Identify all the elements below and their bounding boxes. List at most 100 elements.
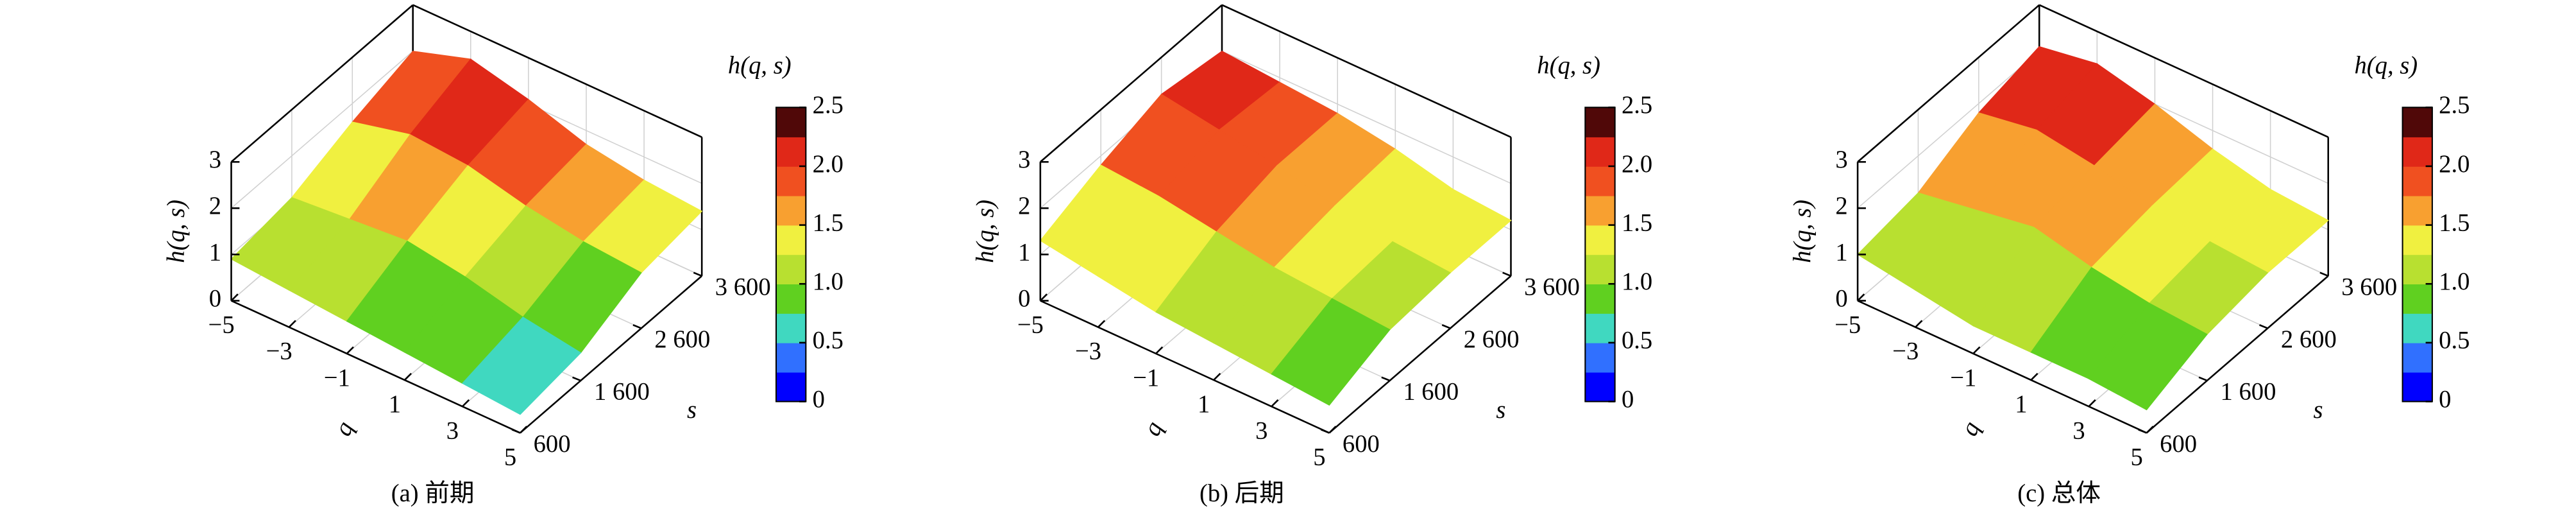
colorbar-segment <box>776 254 806 285</box>
box-edge <box>1040 4 1223 163</box>
tick-mark <box>520 426 528 434</box>
colorbar-tick-label: 2.0 <box>813 151 843 178</box>
tick-mark <box>511 429 521 434</box>
tick-mark <box>1271 399 1279 408</box>
colorbar-tick-label: 1.5 <box>1622 209 1652 236</box>
x-axis-label: q <box>1139 417 1168 440</box>
colorbar-segment <box>2402 342 2432 373</box>
tick-mark <box>693 272 702 277</box>
colorbar-segment <box>776 195 806 226</box>
colorbar-segment <box>2402 137 2432 167</box>
surface-cell <box>2088 302 2208 411</box>
x-tick-label: −5 <box>1017 312 1044 339</box>
box-edge <box>230 4 414 163</box>
tick-mark <box>1381 376 1391 382</box>
x-tick-label: 5 <box>1313 444 1325 471</box>
colorbar-segment <box>776 284 806 314</box>
x-axis-label: q <box>1956 417 1985 440</box>
tick-mark <box>1039 293 1048 302</box>
axis-line <box>520 275 703 434</box>
colorbar-segment <box>2402 225 2432 255</box>
axis-line <box>2146 275 2329 434</box>
y-tick-label: 3 600 <box>715 273 771 300</box>
tick-mark <box>1915 320 1923 328</box>
x-tick-label: −3 <box>266 338 292 365</box>
panel-caption: (c) 总体 <box>2017 480 2101 507</box>
colorbar-frame <box>2402 107 2433 402</box>
colorbar-segment <box>1585 166 1615 196</box>
colorbar-segment <box>1585 284 1615 314</box>
y-tick-label: 600 <box>1343 431 1380 458</box>
colorbar-tick-label: 1.5 <box>2439 209 2470 236</box>
y-tick-label: 1 600 <box>594 378 650 405</box>
box-edge <box>1857 4 2040 163</box>
colorbar-frame <box>775 107 807 402</box>
y-tick-label: 2 600 <box>654 326 710 353</box>
colorbar-segment <box>1585 372 1615 402</box>
colorbar-segment <box>776 372 806 402</box>
z-axis-label: h(q, s) <box>163 200 190 263</box>
panel-caption: (a) 前期 <box>391 479 475 507</box>
colorbar-tick-label: 0 <box>1622 386 1634 413</box>
z-tick-label: 0 <box>1835 285 1847 312</box>
tick-mark <box>1972 346 1981 354</box>
x-tick-label: −1 <box>324 365 350 392</box>
x-tick-label: −3 <box>1075 338 1101 365</box>
z-tick-label: 3 <box>1018 146 1030 173</box>
colorbar-segment <box>2402 372 2432 402</box>
z-axis-label: h(q, s) <box>1790 200 1817 263</box>
colorbar-tick-label: 0.5 <box>1622 327 1652 354</box>
colorbar-segment <box>1585 195 1615 226</box>
colorbar-segment <box>1585 254 1615 285</box>
tick-mark <box>632 324 642 329</box>
grid-line <box>1857 51 2040 209</box>
colorbar-segment <box>1585 225 1615 255</box>
x-tick-label: −3 <box>1892 338 1919 365</box>
colorbar-segment <box>1585 137 1615 167</box>
z-tick-label: 1 <box>1018 239 1030 266</box>
y-tick-label: 3 600 <box>2341 273 2397 300</box>
tick-mark <box>2198 376 2208 382</box>
colorbar-segment <box>2402 107 2432 137</box>
colorbar-segment <box>2402 254 2432 285</box>
z-tick-label: 3 <box>1835 146 1847 173</box>
panel-caption: (b) 后期 <box>1199 480 1284 507</box>
colorbar-tick-label: 0.5 <box>2439 327 2470 354</box>
colorbar-label: h(q, s) <box>728 52 792 79</box>
x-tick-label: 5 <box>504 444 516 471</box>
tick-mark <box>2258 324 2268 329</box>
colorbar-segment <box>776 342 806 373</box>
grid-line <box>1221 51 1511 184</box>
y-tick-label: 2 600 <box>1464 326 1520 353</box>
axis-line <box>1040 300 1330 434</box>
colorbar-tick-label: 1.5 <box>813 209 843 236</box>
tick-mark <box>1502 272 1511 277</box>
colorbar-segment <box>776 137 806 167</box>
y-tick-label: 3 600 <box>1524 273 1580 300</box>
y-tick-label: 600 <box>2160 431 2197 458</box>
tick-mark <box>2138 429 2148 434</box>
colorbar-segment <box>1585 342 1615 373</box>
colorbar-frame <box>1584 107 1616 402</box>
colorbar-tick-label: 2.5 <box>813 92 843 119</box>
y-axis-label: s <box>687 397 697 424</box>
x-tick-label: 1 <box>1198 391 1210 418</box>
tick-mark <box>2088 399 2096 408</box>
colorbar-segment <box>776 225 806 255</box>
colorbar-tick-label: 2.5 <box>2439 92 2470 119</box>
colorbar-label: h(q, s) <box>1537 52 1600 79</box>
tick-mark <box>1328 426 1337 434</box>
y-tick-label: 1 600 <box>1403 378 1459 405</box>
colorbar-segment <box>2402 284 2432 314</box>
axis-line <box>1857 300 2148 434</box>
z-tick-label: 0 <box>209 285 221 312</box>
tick-mark <box>1857 293 1865 302</box>
y-axis-label: s <box>2314 397 2323 424</box>
y-axis-label: s <box>1496 397 1505 424</box>
axis-line <box>231 300 521 434</box>
box-edge <box>2038 4 2329 138</box>
x-tick-label: −5 <box>208 312 235 339</box>
x-tick-label: 3 <box>446 417 459 444</box>
